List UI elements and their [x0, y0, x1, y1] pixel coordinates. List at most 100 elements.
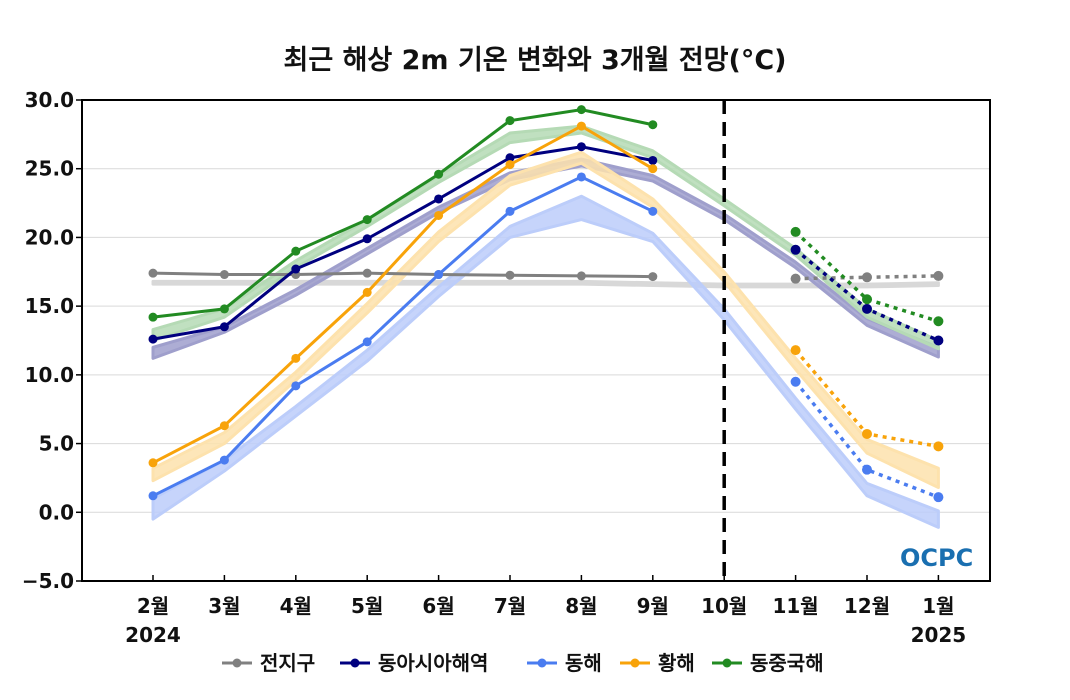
forecast-line-0 — [795, 274, 939, 281]
x-tick-label: 1월 — [922, 594, 954, 618]
x-tick-label: 8월 — [565, 594, 597, 618]
legend-label-2: 동해 — [565, 651, 602, 675]
observed-point-4 — [362, 215, 372, 225]
observed-point-0 — [362, 268, 372, 278]
observed-point-3 — [576, 121, 586, 131]
observed-point-2 — [648, 206, 658, 216]
forecast-point-1 — [862, 303, 872, 314]
observed-point-1 — [505, 153, 515, 163]
forecast-point-2 — [933, 492, 944, 503]
observed-point-3 — [362, 287, 372, 297]
legend-marker-1 — [350, 658, 360, 668]
plot-frame — [81, 99, 991, 582]
observed-point-1 — [434, 194, 444, 204]
y-tick-label: 5.0 — [39, 432, 74, 456]
observed-line-2 — [152, 175, 654, 498]
x-tick-label: 11월 — [772, 594, 818, 618]
legend-label-3: 황해 — [658, 651, 695, 675]
forecast-point-0 — [862, 272, 872, 283]
forecast-point-1 — [790, 244, 801, 255]
observed-point-1 — [219, 322, 229, 332]
observed-point-1 — [576, 142, 586, 152]
forecast-point-4 — [933, 316, 944, 327]
chart-title: 최근 해상 2m 기온 변화와 3개월 전망(°C) — [283, 45, 787, 76]
observed-point-1 — [291, 264, 301, 274]
series-lines — [148, 105, 944, 503]
observed-point-3 — [219, 421, 229, 431]
observed-point-2 — [291, 381, 301, 391]
observed-point-0 — [148, 268, 158, 278]
forecast-point-3 — [933, 441, 944, 452]
x-tick-label: 7월 — [494, 594, 526, 618]
y-tick-label: 20.0 — [25, 225, 74, 249]
observed-line-4 — [152, 108, 654, 319]
y-tick-label: 0.0 — [39, 500, 74, 524]
observed-point-0 — [505, 270, 515, 280]
observed-point-2 — [576, 172, 586, 182]
observed-point-2 — [219, 455, 229, 465]
year-label-end: 2025 — [911, 623, 967, 647]
observed-point-4 — [291, 246, 301, 256]
y-tick-label: 30.0 — [25, 88, 74, 112]
y-tick-label: 25.0 — [25, 157, 74, 181]
legend: 전지구 동아시아해역 동해 황해 동중국해 — [222, 651, 824, 675]
observed-point-1 — [648, 155, 658, 165]
observed-point-3 — [434, 210, 444, 220]
legend-label-4: 동중국해 — [750, 651, 824, 675]
axes: −5.0 0.0 5.0 10.0 15.0 20.0 25.0 30.0 2월 3월 4월 5월 6월… — [22, 88, 991, 647]
climatology-bands — [151, 124, 940, 529]
forecast-point-0 — [790, 273, 801, 284]
climatology-band-0 — [151, 279, 940, 289]
legend-marker-2 — [537, 658, 547, 668]
forecast-point-2 — [862, 464, 872, 475]
forecast-point-3 — [862, 428, 872, 439]
forecast-point-2 — [790, 376, 801, 387]
y-tick-label: −5.0 — [22, 569, 74, 593]
x-tick-label: 5월 — [351, 594, 383, 618]
observed-line-1 — [152, 145, 654, 341]
year-label-start: 2024 — [125, 623, 181, 647]
y-tick-label: 15.0 — [25, 294, 74, 318]
forecast-point-3 — [790, 345, 801, 356]
observed-point-2 — [362, 337, 372, 347]
observed-point-0 — [576, 271, 586, 281]
ocpc-logo: OCPC — [900, 544, 973, 572]
observed-point-3 — [648, 164, 658, 174]
legend-marker-3 — [630, 658, 640, 668]
observed-point-3 — [505, 160, 515, 170]
observed-point-2 — [434, 270, 444, 280]
observed-point-0 — [219, 270, 229, 280]
x-tick-label: 2월 — [137, 594, 169, 618]
x-tick-label: 9월 — [637, 594, 669, 618]
observed-point-3 — [148, 458, 158, 468]
observed-point-2 — [505, 206, 515, 216]
legend-label-0: 전지구 — [260, 651, 315, 675]
forecast-point-4 — [790, 226, 801, 237]
observed-point-3 — [291, 353, 301, 363]
forecast-point-0 — [933, 270, 944, 281]
climatology-band-3 — [151, 150, 940, 490]
observed-point-1 — [362, 234, 372, 244]
x-tick-label: 12월 — [844, 594, 890, 618]
observed-point-4 — [576, 105, 586, 115]
observed-point-4 — [148, 312, 158, 322]
forecast-point-1 — [933, 335, 944, 346]
x-tick-label: 6월 — [422, 594, 454, 618]
legend-label-1: 동아시아해역 — [378, 651, 488, 675]
climatology-band-1 — [151, 157, 940, 360]
observed-point-2 — [148, 491, 158, 501]
legend-marker-0 — [232, 658, 242, 668]
y-tick-label: 10.0 — [25, 363, 74, 387]
x-tick-label: 3월 — [208, 594, 240, 618]
forecast-point-4 — [862, 294, 872, 305]
legend-marker-4 — [722, 658, 732, 668]
observed-point-4 — [219, 304, 229, 314]
observed-point-1 — [148, 334, 158, 344]
forecast-line-4 — [794, 230, 939, 323]
observed-point-4 — [505, 116, 515, 126]
observed-point-0 — [648, 272, 658, 282]
observed-point-4 — [434, 169, 444, 179]
x-tick-label: 4월 — [280, 594, 312, 618]
climatology-band-2 — [151, 194, 940, 529]
